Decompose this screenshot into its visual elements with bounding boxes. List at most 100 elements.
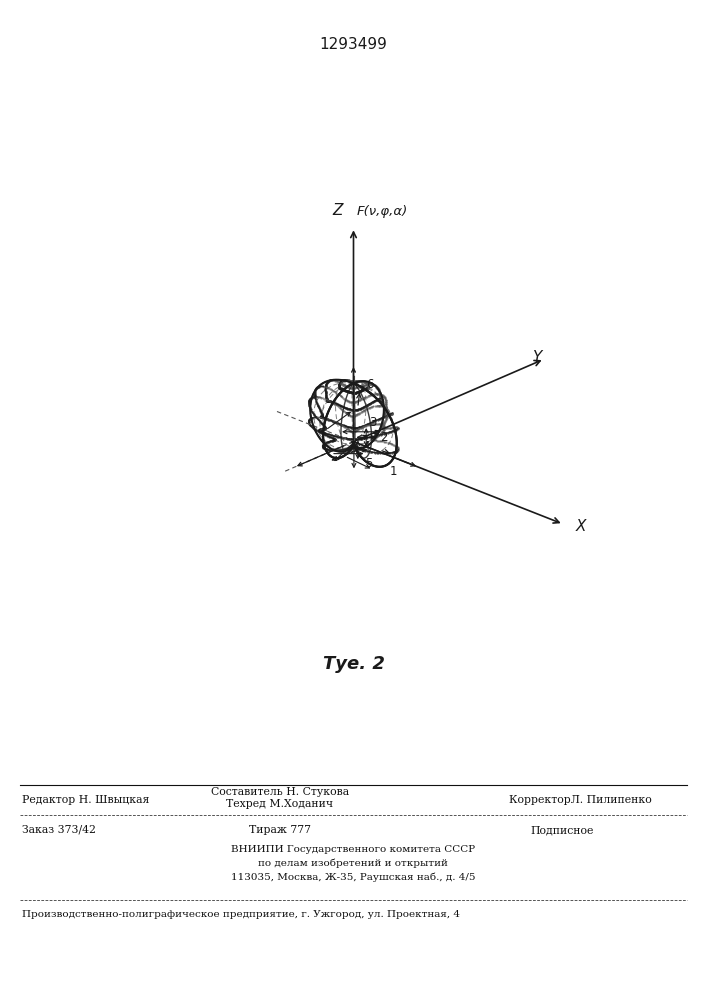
Point [325,427,337,443]
Point [392,420,404,436]
Point [344,373,356,389]
Point [314,421,325,437]
Point [357,419,368,435]
Point [320,385,332,401]
Point [321,379,332,395]
Point [316,410,327,426]
Point [345,431,356,447]
Point [315,403,326,419]
Point [322,428,334,444]
Point [303,395,315,411]
Point [345,373,356,389]
Point [362,380,373,396]
Point [370,429,381,445]
Point [363,396,375,412]
Point [346,420,357,436]
Point [356,404,367,420]
Point [362,378,373,394]
Point [390,419,401,435]
Point [358,377,369,393]
Point [362,379,373,395]
Point [322,393,334,409]
Point [377,433,388,449]
Point [351,402,363,418]
Point [329,384,341,400]
Point [347,431,358,447]
Point [359,377,370,393]
Point [349,431,360,447]
Point [361,375,372,391]
Point [382,435,393,451]
Point [304,399,315,415]
Point [334,380,345,396]
Point [377,426,388,442]
Point [366,431,378,447]
Point [321,392,332,408]
Point [317,407,328,423]
Point [379,419,390,435]
Point [353,401,364,417]
Point [320,419,331,435]
Point [320,383,331,399]
Point [341,441,352,457]
Point [334,379,345,395]
Point [366,376,377,392]
Point [370,378,382,394]
Point [363,376,374,392]
Point [327,430,339,446]
Point [320,426,332,442]
Point [315,409,327,425]
Point [375,391,387,407]
Point [367,394,378,410]
Point [315,409,327,425]
Point [385,424,396,440]
Point [385,406,396,422]
Point [335,373,346,389]
Point [365,387,376,403]
Point [375,390,386,406]
Point [380,412,391,428]
Point [339,441,350,457]
Point [387,405,398,421]
Point [369,393,380,409]
Point [350,385,361,401]
Point [366,429,377,445]
Point [367,376,378,392]
Point [373,382,385,398]
Point [375,392,387,408]
Point [361,380,373,396]
Point [346,402,357,418]
Point [332,415,344,431]
Point [315,378,327,394]
Point [374,433,385,449]
Point [382,407,394,423]
Point [343,384,354,400]
Point [361,380,372,396]
Point [316,409,327,425]
Point [328,431,339,447]
Point [369,377,380,393]
Point [358,390,369,406]
Point [313,379,325,395]
Point [322,393,334,409]
Point [374,387,385,403]
Point [354,392,366,408]
Point [392,420,404,436]
Point [329,397,341,413]
Point [347,424,358,440]
Point [343,440,354,456]
Point [392,421,403,437]
Point [335,417,346,433]
Point [362,379,373,395]
Point [347,385,358,401]
Text: Составитель Н. Стукова: Составитель Н. Стукова [211,787,349,797]
Point [375,416,387,432]
Point [341,372,353,388]
Point [344,419,356,435]
Point [379,426,390,442]
Point [315,409,327,425]
Point [376,445,387,461]
Point [344,394,355,410]
Point [378,416,389,432]
Point [343,393,354,409]
